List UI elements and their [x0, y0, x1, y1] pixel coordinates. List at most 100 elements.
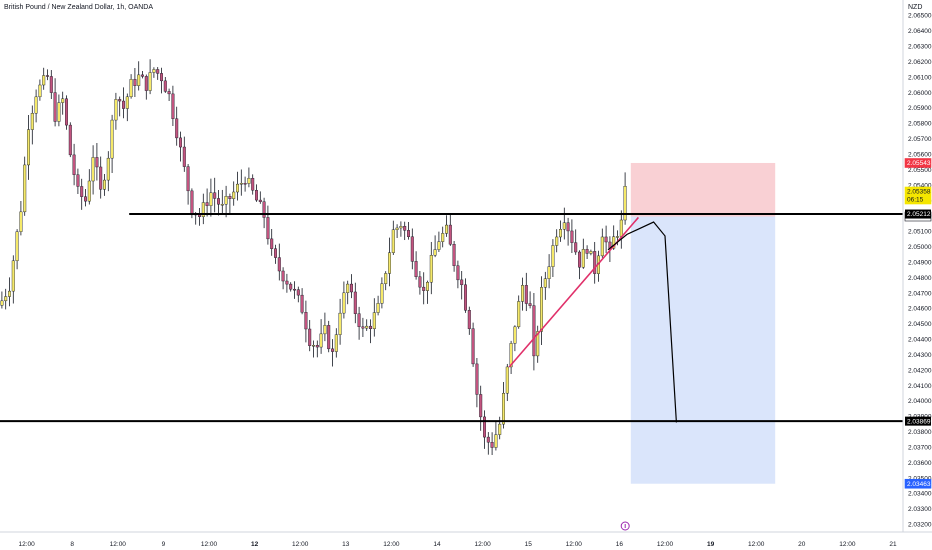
- candle-body: [167, 91, 171, 95]
- price-tick-label: 2.05100: [908, 229, 932, 236]
- drawings[interactable]: [508, 216, 677, 423]
- price-tick-label: 2.03300: [908, 506, 932, 513]
- candle-body: [114, 99, 118, 121]
- candle-body: [144, 76, 148, 91]
- candle-body: [209, 192, 213, 206]
- chart-title: British Pound / New Zealand Dollar, 1h, …: [4, 4, 154, 11]
- candle-body: [243, 183, 247, 185]
- candle-body: [262, 201, 266, 218]
- support-tag-label: 2.03869: [907, 418, 931, 425]
- candle-body: [296, 289, 300, 296]
- time-tick-label: 20: [798, 541, 806, 548]
- candle-body: [197, 214, 201, 217]
- candle-body: [171, 93, 175, 119]
- candle-body: [600, 236, 604, 257]
- candle-body: [0, 300, 4, 306]
- candle-body: [471, 328, 475, 365]
- take-profit-zone[interactable]: [630, 216, 776, 484]
- candle-body: [182, 146, 186, 167]
- candle-body: [410, 236, 414, 262]
- support-tag: 2.03869: [905, 416, 931, 426]
- candle-body: [178, 137, 182, 148]
- candle-body: [228, 196, 232, 199]
- candle-body: [57, 102, 61, 122]
- candle-body: [7, 290, 11, 297]
- price-tick-label: 2.04900: [908, 259, 932, 266]
- time-tick-label: 12:00: [474, 541, 491, 548]
- candle-body: [399, 226, 403, 229]
- candle-body: [293, 288, 297, 291]
- candle-body: [429, 255, 433, 283]
- candle-body: [83, 196, 87, 202]
- candle-body: [27, 129, 31, 166]
- candle-body: [53, 92, 57, 122]
- current-price-tag-countdown: 06:15: [907, 197, 924, 204]
- stop-loss-zone[interactable]: [630, 162, 776, 217]
- candle-body: [49, 76, 53, 93]
- candle-body: [133, 79, 137, 86]
- candle-body: [475, 363, 479, 395]
- candle-body: [460, 279, 464, 286]
- candle-body: [300, 294, 304, 313]
- candle-body: [232, 191, 236, 199]
- candle-body: [331, 348, 335, 352]
- candle-body: [498, 423, 502, 435]
- time-tick-label: 9: [162, 541, 166, 548]
- candle-body: [604, 236, 608, 243]
- candle-body: [350, 283, 354, 293]
- candle-body: [159, 73, 163, 82]
- candle-body: [384, 273, 388, 284]
- time-tick-label: 12:00: [748, 541, 765, 548]
- target-tag: 2.03463: [904, 478, 932, 489]
- candle-body: [30, 113, 34, 130]
- candle-body: [137, 74, 141, 86]
- price-tick-label: 2.04000: [908, 398, 932, 405]
- current-price-tag-box: [904, 186, 932, 205]
- time-tick-label: 12:00: [110, 541, 127, 548]
- target-tag-box: [904, 478, 932, 489]
- candle-body: [106, 157, 110, 181]
- candle-body: [612, 236, 616, 249]
- candle-body: [254, 190, 258, 201]
- candle-body: [34, 96, 38, 114]
- time-tick-label: 12:00: [657, 541, 674, 548]
- candle-body: [517, 301, 521, 328]
- candle-body: [11, 260, 15, 292]
- price-tick-label: 2.06400: [908, 28, 932, 35]
- price-tick-label: 2.06500: [908, 13, 932, 20]
- projection-path[interactable]: [607, 221, 677, 423]
- price-tick-label: 2.06000: [908, 90, 932, 97]
- candle-body: [281, 270, 285, 282]
- candle-body: [213, 192, 217, 199]
- candle-body: [274, 248, 278, 258]
- candle-body: [623, 186, 627, 221]
- time-tick-label: 12:00: [839, 541, 856, 548]
- candle-body: [562, 222, 566, 230]
- price-tick-label: 2.04500: [908, 321, 932, 328]
- resistance-tag-box: [905, 209, 931, 219]
- time-axis[interactable]: 12:00 8 12:00 9 12:00 12 12:00 13 12:00 14 12:00 15…: [18, 541, 897, 548]
- candle-body: [509, 343, 513, 368]
- candle-body: [23, 164, 27, 213]
- stop-tag-box: [904, 158, 932, 168]
- event-marker[interactable]: [620, 521, 630, 531]
- price-tick-label: 2.04600: [908, 306, 932, 313]
- candle-body: [80, 186, 84, 197]
- candle-body: [140, 74, 144, 77]
- price-tick-label: 2.04700: [908, 290, 932, 297]
- price-tick-label: 2.04400: [908, 337, 932, 344]
- horizontal-levels[interactable]: [0, 213, 903, 423]
- candle-body: [266, 217, 270, 240]
- candle-body: [4, 296, 8, 302]
- time-tick-label: 16: [616, 541, 624, 548]
- candle-body: [543, 278, 547, 288]
- candle-body: [190, 190, 194, 215]
- time-tick-label: 12:00: [18, 541, 35, 548]
- candle-body: [581, 249, 585, 268]
- candle-body: [95, 157, 99, 168]
- candle-body: [353, 291, 357, 314]
- candle-body: [163, 80, 167, 92]
- current-price-tag-label: 2.05358: [907, 189, 931, 196]
- time-tick-label: 12:00: [383, 541, 400, 548]
